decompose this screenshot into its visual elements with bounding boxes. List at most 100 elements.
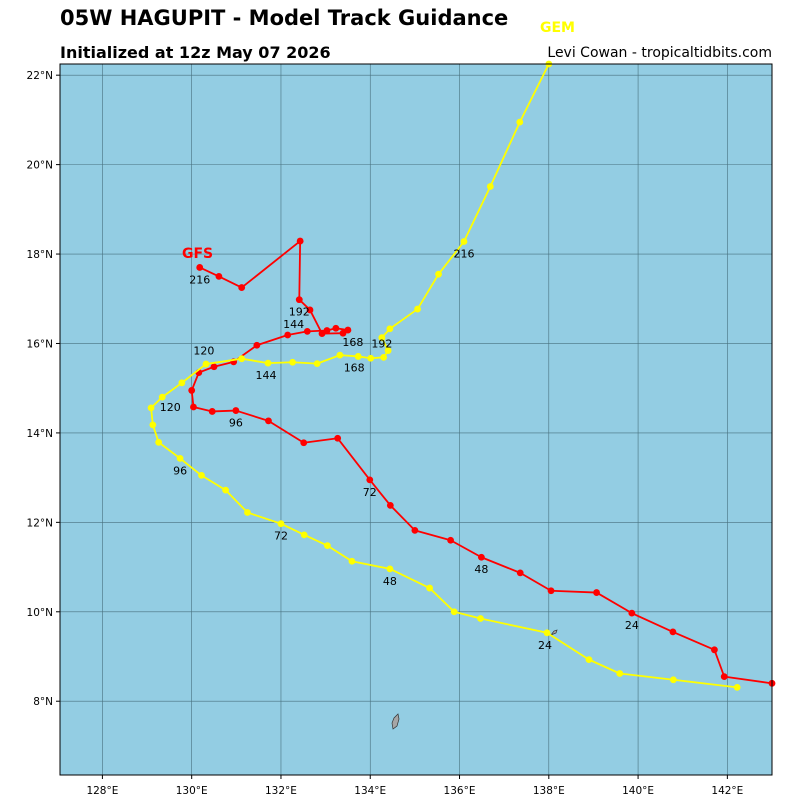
track-point-gfs	[547, 587, 555, 595]
hour-label: 24	[625, 619, 639, 632]
track-point-gfs	[332, 324, 340, 332]
track-point-gfs	[711, 646, 718, 654]
hour-label: 216	[189, 273, 210, 286]
track-point-gem	[264, 359, 272, 367]
y-tick-label: 22°N	[27, 70, 53, 82]
track-point-gfs	[477, 553, 485, 561]
track-point-gfs	[323, 327, 331, 334]
hour-label: 48	[474, 563, 488, 576]
hour-label: 168	[342, 336, 363, 349]
graticule	[60, 64, 772, 775]
track-point-gem	[244, 509, 251, 516]
track-point-gem	[367, 354, 375, 362]
track-point-gfs	[238, 284, 246, 291]
x-tick-label: 142°E	[711, 785, 743, 797]
track-point-gem	[323, 542, 331, 550]
track-point-gfs	[411, 526, 419, 534]
track-point-gem	[386, 565, 394, 573]
hour-label: 144	[256, 369, 277, 382]
y-tick-label: 8°N	[33, 696, 53, 708]
map-frame	[59, 63, 773, 776]
track-line-gem	[150, 63, 738, 689]
track-point-gfs	[334, 434, 342, 442]
track-point-gfs	[339, 329, 347, 337]
track-point-gfs	[306, 306, 314, 314]
track-point-gem	[149, 421, 157, 429]
hour-label: 216	[453, 248, 474, 261]
land-masses	[391, 629, 558, 730]
x-tick-label: 130°E	[176, 785, 208, 797]
track-point-gfs	[210, 363, 218, 371]
track-point-gem	[669, 676, 677, 684]
track-point-gfs	[386, 501, 394, 509]
track-point-gem	[460, 238, 468, 245]
track-point-gem	[300, 531, 308, 539]
hour-label: 24	[538, 639, 552, 652]
ocean-background	[60, 64, 772, 775]
track-point-gfs	[284, 331, 292, 339]
track-point-gem	[289, 358, 296, 366]
hour-label: 192	[371, 338, 392, 351]
track-point-gem	[435, 270, 442, 278]
hour-label: 48	[383, 575, 397, 588]
track-point-gfs	[265, 417, 272, 425]
track-point-gem	[354, 353, 362, 360]
y-tick-label: 14°N	[27, 428, 53, 440]
track-point-gfs	[593, 589, 600, 596]
yap-islet	[549, 629, 558, 636]
x-tick-label: 132°E	[265, 785, 297, 797]
track-point-gfs	[295, 296, 303, 304]
track-point-gfs	[208, 408, 216, 415]
x-tick-label: 134°E	[354, 785, 386, 797]
map-title: 05W HAGUPIT - Model Track Guidance	[60, 6, 509, 30]
track-point-gem	[477, 615, 484, 622]
credit-text: Levi Cowan - tropicaltidbits.com	[547, 45, 772, 61]
x-tick-label: 128°E	[86, 785, 118, 797]
track-point-gfs	[215, 273, 223, 280]
hour-label: 168	[344, 361, 365, 374]
x-tick-label: 138°E	[533, 785, 565, 797]
track-point-gem	[155, 438, 163, 446]
track-point-gfs	[669, 628, 677, 636]
track-point-gfs	[366, 476, 374, 484]
track-point-gem	[486, 183, 494, 190]
track-point-gem	[386, 325, 394, 333]
y-tick-label: 20°N	[27, 160, 53, 172]
track-point-gem	[336, 351, 344, 359]
axis-ticks: 128°E 130°E 132°E 134°E 136°E 138°E 140°E 142°E…	[27, 70, 744, 797]
track-point-gfs	[720, 673, 728, 681]
track-point-gem	[380, 353, 388, 361]
gem-model-label: GEM	[540, 20, 575, 36]
track-point-gem	[147, 404, 155, 412]
track-point-gfs	[516, 569, 524, 577]
x-tick-label: 136°E	[444, 785, 476, 797]
hour-label: 96	[229, 417, 243, 430]
hour-label: 144	[283, 318, 304, 331]
track-point-gfs	[190, 403, 197, 411]
model-tracks	[147, 60, 776, 691]
track-point-gem	[414, 305, 421, 313]
track-point-gem	[313, 360, 321, 368]
track-point-gem	[384, 347, 392, 355]
track-point-gfs	[188, 387, 196, 394]
y-tick-label: 16°N	[27, 338, 53, 350]
track-point-gem	[202, 360, 210, 368]
y-tick-label: 12°N	[27, 517, 53, 529]
track-point-gem	[176, 455, 184, 462]
track-point-gfs	[628, 609, 636, 617]
y-tick-label: 10°N	[27, 607, 53, 619]
track-point-gfs	[447, 536, 454, 544]
track-point-gem	[585, 656, 593, 664]
track-point-gem	[222, 486, 230, 494]
x-tick-label: 140°E	[622, 785, 654, 797]
track-point-gem	[426, 584, 434, 592]
track-point-gfs	[253, 341, 261, 349]
gfs-model-label: GFS	[182, 246, 213, 262]
track-point-gem	[348, 557, 356, 565]
track-point-gfs	[196, 264, 204, 271]
track-point-gem	[378, 334, 386, 342]
track-point-gem	[158, 393, 166, 401]
hour-label: 192	[289, 306, 310, 319]
hour-label: 96	[173, 464, 187, 477]
hour-label: 72	[274, 530, 288, 543]
